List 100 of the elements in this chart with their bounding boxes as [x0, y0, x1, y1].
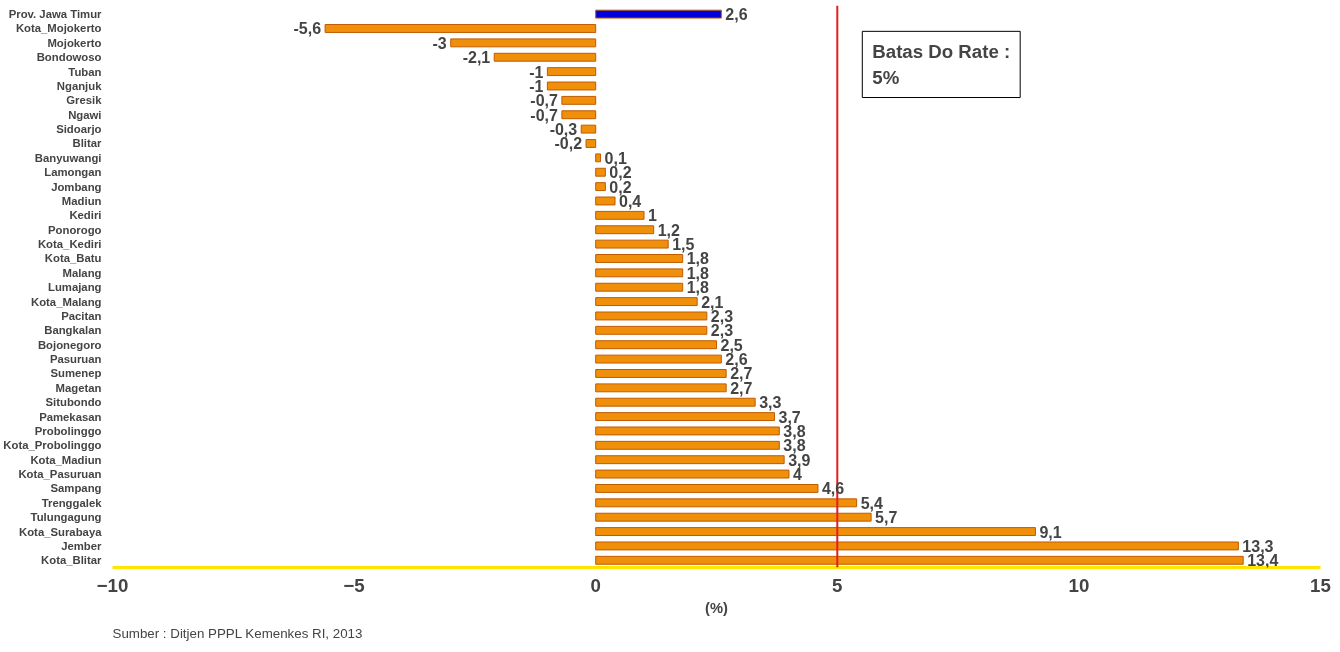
data-label: -3	[432, 34, 447, 52]
y-tick-label: Lumajang	[48, 281, 102, 294]
data-label: 1	[648, 207, 658, 225]
x-tick-label: −5	[343, 574, 365, 596]
data-label: 0,1	[604, 149, 627, 167]
y-tick-label: Trenggalek	[41, 496, 103, 509]
bar	[595, 9, 722, 19]
x-tick-label: 15	[1310, 574, 1331, 596]
bar	[595, 311, 708, 321]
y-tick-label: Banyuwangi	[34, 151, 102, 164]
y-tick-label: Pamekasan	[39, 410, 102, 423]
bar	[546, 81, 597, 91]
y-tick-label: Ngawi	[68, 108, 102, 121]
y-tick-label: Blitar	[72, 137, 103, 150]
bar	[324, 24, 597, 33]
y-tick-label: Kota_Mojokerto	[15, 22, 102, 35]
bar	[595, 440, 780, 450]
y-tick-label: Jember	[61, 539, 103, 552]
bar	[595, 182, 606, 192]
bar	[595, 325, 708, 335]
y-tick-label: Kota_Batu	[44, 252, 102, 265]
y-tick-label: Kota_Probolinggo	[3, 439, 102, 452]
y-tick-label: Pasuruan	[49, 353, 102, 366]
bar	[595, 397, 756, 407]
bar	[595, 225, 655, 235]
data-label: 5,7	[875, 509, 898, 527]
y-tick-label: Bangkalan	[44, 324, 102, 337]
data-label: -0,3	[549, 121, 578, 139]
ref-line-label: Batas Do Rate : 5%	[872, 41, 1011, 88]
x-tick-label: 0	[590, 574, 601, 596]
bar	[561, 110, 597, 120]
bar	[595, 426, 780, 436]
y-tick-label: Tulungagung	[30, 511, 102, 524]
y-tick-label: Sumenep	[50, 367, 102, 380]
data-label: 13,3	[1242, 537, 1274, 555]
bar	[595, 541, 1239, 551]
bar	[595, 254, 684, 263]
bar	[595, 455, 785, 465]
x-tick-label: 5	[832, 574, 843, 596]
data-label: 9,1	[1039, 523, 1062, 541]
y-tick-label: Kota_Blitar	[41, 554, 103, 567]
bar	[493, 52, 597, 62]
y-tick-label: Kota_Madiun	[30, 453, 102, 466]
y-tick-label: Ponorogo	[48, 223, 102, 236]
y-tick-label: Mojokerto	[47, 36, 102, 49]
y-tick-label: Probolinggo	[34, 424, 102, 437]
bar	[595, 268, 684, 278]
bar	[561, 95, 597, 105]
y-tick-label: Kota_Malang	[31, 295, 102, 308]
bar	[580, 124, 597, 134]
y-tick-label: Tuban	[68, 65, 102, 78]
data-label: 5,4	[860, 494, 883, 512]
bar	[595, 469, 790, 479]
bar	[595, 167, 606, 177]
bar	[595, 383, 727, 393]
data-label: -2,1	[462, 49, 491, 67]
y-tick-label: Kediri	[69, 209, 102, 222]
y-tick-label: Prov. Jawa Timur	[8, 8, 103, 21]
y-tick-label: Bondowoso	[36, 51, 102, 64]
y-tick-label: Madiun	[61, 194, 102, 207]
bar	[585, 139, 597, 148]
bar	[595, 498, 858, 508]
y-tick-label: Kota_Pasuruan	[18, 468, 102, 481]
bar	[595, 239, 669, 249]
bar	[595, 354, 722, 364]
text: Sumber : Ditjen PPPL Kemenkes RI, 2013	[112, 625, 363, 641]
data-label: -0,7	[530, 92, 558, 110]
data-label: 2,6	[725, 6, 748, 24]
bar	[595, 483, 819, 493]
bar	[595, 282, 684, 292]
y-tick-label: Malang	[62, 266, 102, 279]
bar	[595, 153, 602, 163]
x-tick-label: 10	[1068, 574, 1090, 596]
bar	[595, 512, 872, 522]
data-label: 2,1	[701, 293, 724, 311]
y-tick-label: Lamongan	[44, 166, 102, 179]
bar	[595, 555, 1244, 565]
y-tick-label: Bojonegoro	[37, 338, 102, 351]
y-tick-label: Situbondo	[45, 396, 102, 409]
y-tick-label: Jombang	[51, 180, 102, 193]
bar	[595, 340, 717, 350]
bar	[595, 527, 1036, 537]
bar	[450, 38, 597, 48]
y-tick-label: Sampang	[50, 482, 102, 495]
y-tick-label: Sidoarjo	[56, 123, 102, 136]
data-label: 1,2	[657, 221, 681, 239]
y-tick-label: Nganjuk	[56, 79, 103, 92]
bar	[595, 412, 775, 422]
y-tick-label: Magetan	[55, 381, 102, 394]
data-label: -5,6	[293, 20, 322, 38]
y-tick-label: Gresik	[66, 94, 103, 107]
bar	[595, 196, 616, 206]
y-tick-label: Kota_Kediri	[37, 238, 102, 251]
bar	[595, 297, 698, 307]
x-tick-label: −10	[96, 574, 129, 596]
y-tick-label: Pacitan	[61, 309, 102, 322]
bar	[546, 67, 597, 77]
x-axis-title: (%)	[705, 599, 729, 616]
bar	[595, 210, 645, 220]
y-tick-label: Kota_Surabaya	[19, 525, 103, 538]
